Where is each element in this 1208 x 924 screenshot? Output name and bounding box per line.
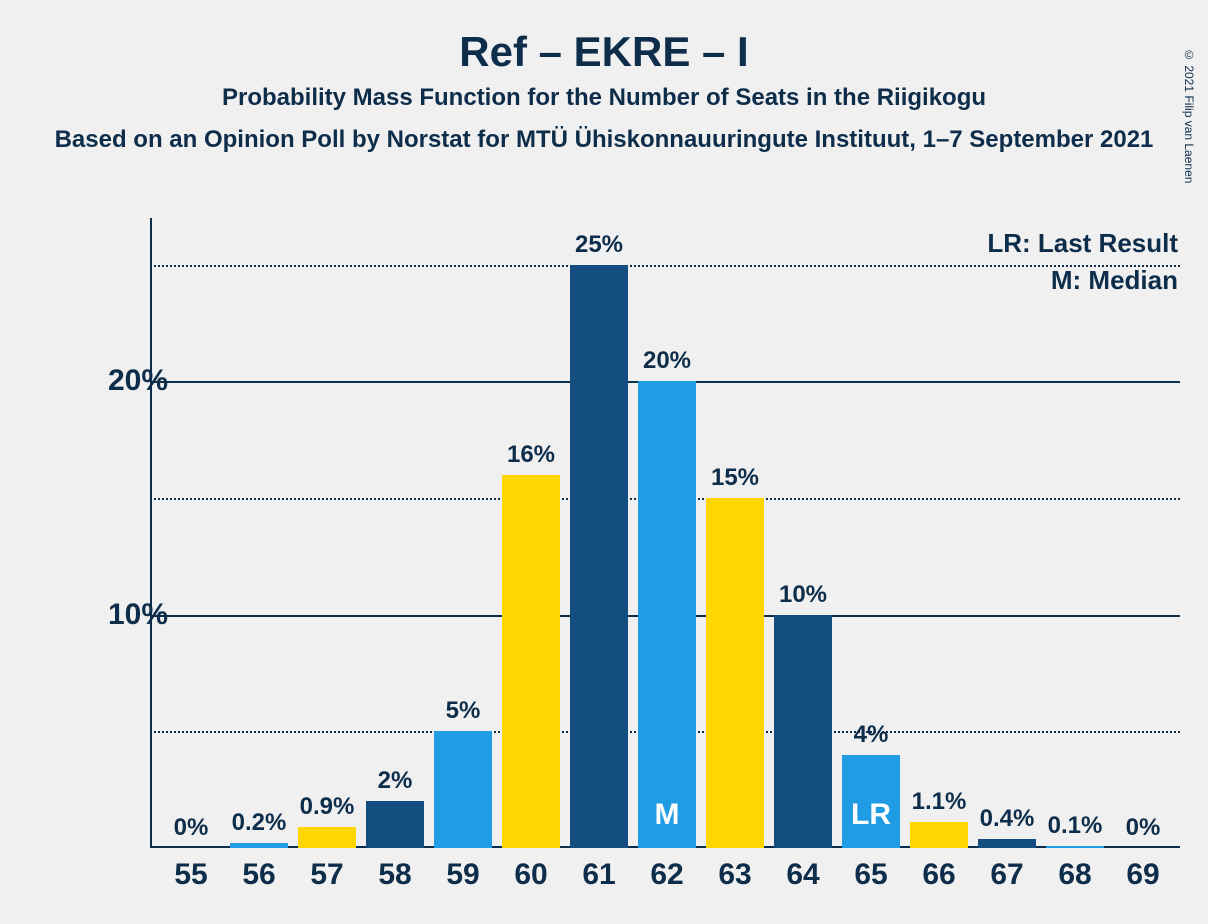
bar: 5% bbox=[434, 731, 492, 848]
bar-slot: 1.1%66 bbox=[910, 218, 968, 848]
bar: 0.1% bbox=[1046, 846, 1104, 848]
chart-subtitle: Probability Mass Function for the Number… bbox=[0, 84, 1208, 112]
x-axis-tick-label: 61 bbox=[582, 858, 615, 892]
x-axis-tick-label: 64 bbox=[786, 858, 819, 892]
chart-bars: 0%550.2%560.9%572%585%5916%6025%6120%M62… bbox=[150, 218, 1180, 848]
bar: 16% bbox=[502, 475, 560, 848]
bar-value-label: 1.1% bbox=[912, 788, 967, 822]
bar-slot: 0.9%57 bbox=[298, 218, 356, 848]
bar-slot: 0%55 bbox=[162, 218, 220, 848]
bar-slot: 0%69 bbox=[1114, 218, 1172, 848]
y-axis-tick-label: 10% bbox=[108, 598, 168, 632]
bar-slot: 0.2%56 bbox=[230, 218, 288, 848]
bar-value-label: 0% bbox=[174, 814, 209, 848]
bar-value-label: 0.4% bbox=[980, 805, 1035, 839]
x-axis-tick-label: 60 bbox=[514, 858, 547, 892]
bar-slot: 2%58 bbox=[366, 218, 424, 848]
bar-slot: 0.4%67 bbox=[978, 218, 1036, 848]
bar-inside-label: M bbox=[655, 798, 680, 832]
bar: 0.2% bbox=[230, 843, 288, 848]
bar-slot: 5%59 bbox=[434, 218, 492, 848]
x-axis-tick-label: 63 bbox=[718, 858, 751, 892]
bar: 1.1% bbox=[910, 822, 968, 848]
bar-slot: 0.1%68 bbox=[1046, 218, 1104, 848]
bar: 0.9% bbox=[298, 827, 356, 848]
bar: 10% bbox=[774, 615, 832, 848]
bar-value-label: 0.2% bbox=[232, 809, 287, 843]
x-axis-tick-label: 66 bbox=[922, 858, 955, 892]
x-axis-tick-label: 56 bbox=[242, 858, 275, 892]
x-axis-tick-label: 57 bbox=[310, 858, 343, 892]
x-axis-tick-label: 55 bbox=[174, 858, 207, 892]
bar: 0.4% bbox=[978, 839, 1036, 848]
bar-value-label: 15% bbox=[711, 464, 759, 498]
x-axis-tick-label: 58 bbox=[378, 858, 411, 892]
bar-slot: 10%64 bbox=[774, 218, 832, 848]
bar: 20%M bbox=[638, 381, 696, 848]
bar: 25% bbox=[570, 265, 628, 848]
copyright-text: © 2021 Filip van Laenen bbox=[1182, 48, 1196, 183]
x-axis-tick-label: 65 bbox=[854, 858, 887, 892]
x-axis-tick-label: 69 bbox=[1126, 858, 1159, 892]
bar-slot: 15%63 bbox=[706, 218, 764, 848]
bar: 4%LR bbox=[842, 755, 900, 848]
bar-value-label: 25% bbox=[575, 231, 623, 265]
bar-value-label: 5% bbox=[446, 697, 481, 731]
page: © 2021 Filip van Laenen Ref – EKRE – I P… bbox=[0, 28, 1208, 924]
bar-value-label: 20% bbox=[643, 347, 691, 381]
chart-title: Ref – EKRE – I bbox=[0, 28, 1208, 76]
chart-plot-area: 0%550.2%560.9%572%585%5916%6025%6120%M62… bbox=[150, 218, 1180, 848]
x-axis-tick-label: 67 bbox=[990, 858, 1023, 892]
bar: 15% bbox=[706, 498, 764, 848]
bar-value-label: 16% bbox=[507, 441, 555, 475]
y-axis-tick-label: 20% bbox=[108, 364, 168, 398]
bar-value-label: 10% bbox=[779, 581, 827, 615]
bar-value-label: 0.9% bbox=[300, 793, 355, 827]
bar-inside-label: LR bbox=[851, 798, 891, 832]
x-axis-tick-label: 62 bbox=[650, 858, 683, 892]
bar: 2% bbox=[366, 801, 424, 848]
bar-slot: 20%M62 bbox=[638, 218, 696, 848]
bar-value-label: 2% bbox=[378, 767, 413, 801]
x-axis-tick-label: 59 bbox=[446, 858, 479, 892]
bar-value-label: 0.1% bbox=[1048, 812, 1103, 846]
x-axis-tick-label: 68 bbox=[1058, 858, 1091, 892]
bar-slot: 4%LR65 bbox=[842, 218, 900, 848]
chart-source: Based on an Opinion Poll by Norstat for … bbox=[0, 126, 1208, 154]
bar-slot: 16%60 bbox=[502, 218, 560, 848]
bar-value-label: 0% bbox=[1126, 814, 1161, 848]
bar-slot: 25%61 bbox=[570, 218, 628, 848]
bar-value-label: 4% bbox=[854, 721, 889, 755]
